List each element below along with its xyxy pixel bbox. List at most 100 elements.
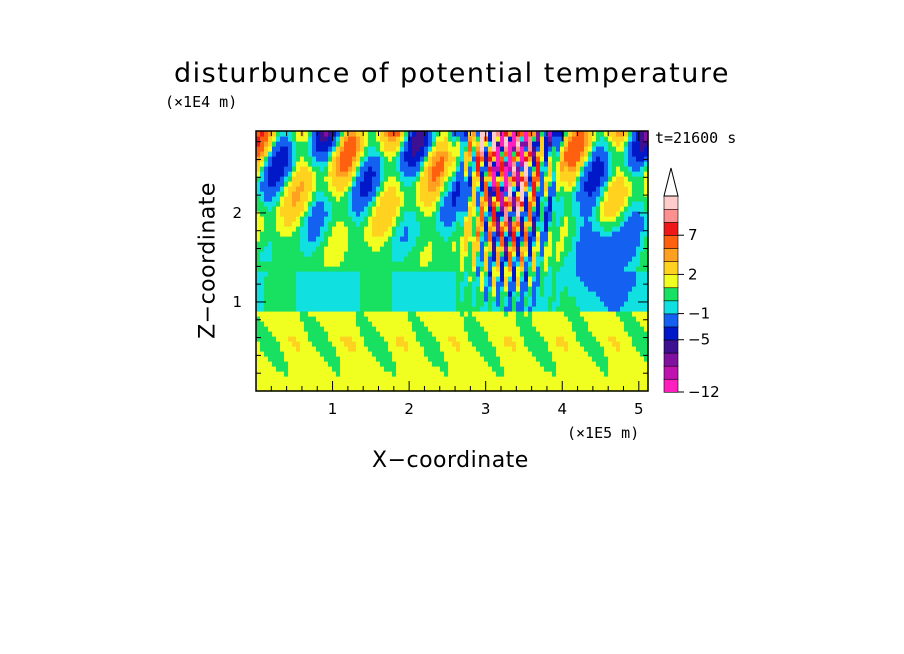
field-cell [344,176,349,182]
field-cell [500,271,505,277]
field-cell [356,296,361,302]
field-cell [368,226,373,232]
field-cell [288,151,293,157]
field-cell [364,331,369,337]
field-cell [380,326,385,332]
field-cell [324,366,329,372]
field-cell [284,301,289,307]
field-cell [632,206,637,212]
field-cell [616,361,621,367]
field-cell [616,356,621,362]
field-cell [584,336,589,342]
field-cell [580,341,585,347]
field-cell [336,321,341,327]
field-cell [408,376,413,382]
field-cell [584,206,589,212]
field-cell [348,201,353,207]
field-cell [636,361,641,367]
field-cell [356,216,361,222]
field-cell [256,241,261,247]
field-cell [512,171,517,177]
field-cell [320,151,325,157]
field-cell [480,206,485,212]
field-cell [488,136,493,142]
field-cell [444,296,449,302]
field-cell [632,361,637,367]
field-cell [488,131,493,137]
field-cell [452,366,457,372]
field-cell [380,196,385,202]
field-cell [584,321,589,327]
field-cell [564,181,569,187]
field-cell [392,256,397,262]
field-cell [316,161,321,167]
field-cell [572,341,577,347]
field-cell [444,301,449,307]
field-cell [612,361,617,367]
field-cell [324,176,329,182]
field-cell [300,346,305,352]
field-cell [328,346,333,352]
field-cell [260,226,265,232]
field-cell [540,166,545,172]
field-cell [596,201,601,207]
field-cell [324,336,329,342]
field-cell [412,291,417,297]
field-cell [464,191,469,197]
field-cell [268,166,273,172]
field-cell [616,221,621,227]
field-cell [300,341,305,347]
field-cell [468,226,473,232]
field-cell [584,211,589,217]
field-cell [488,151,493,157]
field-cell [564,196,569,202]
field-cell [528,186,533,192]
field-cell [484,331,489,337]
field-cell [460,231,465,237]
field-cell [380,251,385,257]
field-cell [400,381,405,387]
field-cell [616,191,621,197]
field-cell [308,336,313,342]
field-cell [472,171,477,177]
field-cell [552,356,557,362]
field-cell [420,271,425,277]
field-cell [400,356,405,362]
field-cell [268,361,273,367]
field-cell [552,191,557,197]
field-cell [572,271,577,277]
field-cell [360,251,365,257]
field-cell [432,341,437,347]
field-cell [364,281,369,287]
field-cell [468,316,473,322]
field-cell [556,276,561,282]
field-cell [540,186,545,192]
field-cell [436,281,441,287]
field-cell [480,136,485,142]
field-cell [284,326,289,332]
field-cell [296,226,301,232]
field-cell [608,256,613,262]
field-cell [284,231,289,237]
field-cell [532,196,537,202]
field-cell [488,311,493,317]
field-cell [392,241,397,247]
field-cell [296,381,301,387]
field-cell [572,381,577,387]
field-cell [600,216,605,222]
field-cell [372,221,377,227]
field-cell [288,331,293,337]
field-cell [460,236,465,242]
field-cell [316,146,321,152]
field-cell [300,356,305,362]
field-cell [272,161,277,167]
field-cell [580,176,585,182]
field-cell [548,226,553,232]
field-cell [512,146,517,152]
field-cell [496,221,501,227]
field-cell [268,146,273,152]
field-cell [268,261,273,267]
field-cell [604,251,609,257]
field-cell [412,276,417,282]
field-cell [256,376,261,382]
